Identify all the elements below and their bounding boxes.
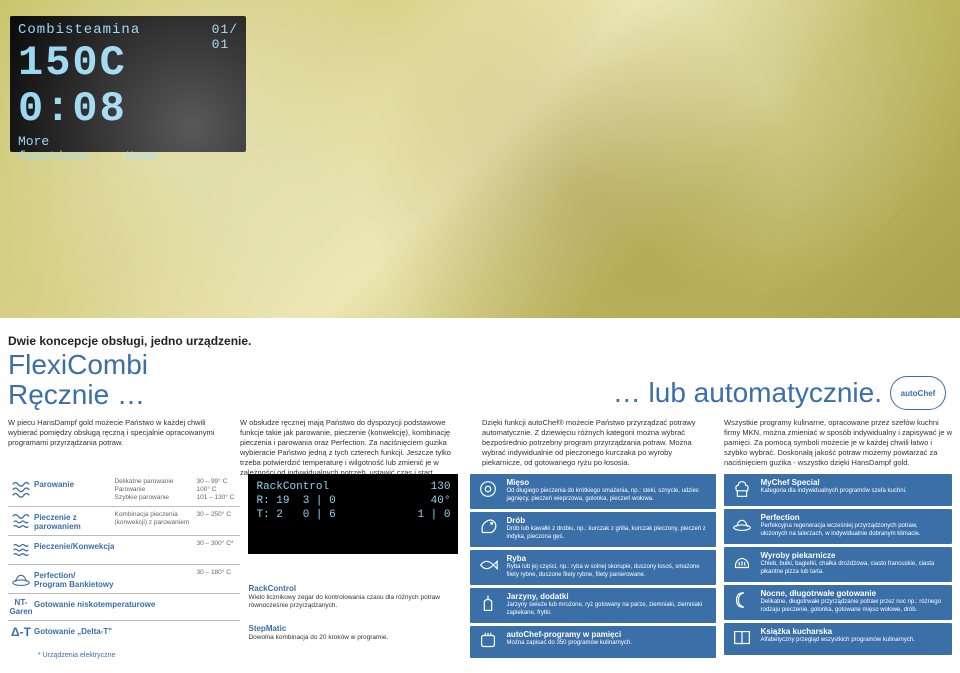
steam-icon (8, 478, 34, 498)
card-meat: MięsoOd długiego pieczenia do krótkiego … (470, 474, 716, 509)
card-desc: Jarzyny świeże lub mrożone, ryż gotowany… (506, 602, 710, 617)
lcd-mode: Combisteamina (18, 22, 140, 38)
mode-row-combi: Pieczenie z parowaniem Kombinacja piecze… (8, 506, 240, 535)
card-title: Mięso (506, 478, 710, 487)
card-desc: Delikatne, długotrwałe przyrządzanie pot… (760, 599, 946, 614)
nt-garen-icon: NT-Garen (8, 598, 34, 616)
card-title: Książka kucharska (760, 627, 946, 636)
mode-row-perfection: Perfection/ Program Bankietowy 30 – 180°… (8, 564, 240, 593)
autochef-logo: autoChef (890, 376, 946, 410)
stepmatic-title: StepMatic (248, 624, 462, 633)
lcd-home: Home (126, 149, 157, 164)
mode-detail: Kombinacja pieczenia (konwekcji) z parow… (114, 511, 196, 527)
convection-icon (8, 540, 34, 560)
modes-list: Parowanie Delikatne parowanie Parowanie … (8, 474, 240, 661)
card-bread: Wyroby piekarniczeChleb, bułki, bagietki… (724, 547, 952, 582)
card-desc: Kategoria dla indywidualnych programów s… (760, 488, 946, 496)
lcd-counter: 01/ 01 (212, 22, 238, 52)
bread-icon (730, 551, 754, 573)
intro-para-1: W piecu HansDampf gold możecie Państwo w… (8, 418, 226, 478)
mode-label: Gotowanie „Delta-T" (34, 625, 240, 636)
card-poultry: DróbDrób lub kawałki z drobiu, np.: kurc… (470, 512, 716, 547)
card-title: MyChef Special (760, 478, 946, 487)
book-icon (730, 627, 754, 649)
cards-col3: MięsoOd długiego pieczenia do krótkiego … (470, 474, 716, 661)
intro-columns: W piecu HansDampf gold możecie Państwo w… (8, 418, 952, 478)
intro-para-3: Dzięki funkcji autoChef® możecie Państwo… (482, 418, 710, 478)
card-desc: Od długiego pieczenia do krótkiego smaże… (506, 488, 710, 503)
mode-label: Gotowanie niskotemperaturowe (34, 598, 240, 609)
moon-icon (730, 589, 754, 611)
perfection-icon (8, 569, 34, 589)
mode-row-convection: Pieczenie/Konwekcja 30 – 300° C* (8, 535, 240, 564)
oven-lcd: Combisteamina 01/ 01 150C 0:08 More func… (10, 16, 246, 152)
cards-col4: MyChef SpecialKategoria dla indywidualny… (724, 474, 952, 661)
modes-footnote: * Urządzenia elektryczne (38, 652, 240, 659)
mode-row-parowanie: Parowanie Delikatne parowanie Parowanie … (8, 474, 240, 506)
card-veg: Jarzyny, dodatkiJarzyny świeże lub mrożo… (470, 588, 716, 623)
page-subtitle: Dwie koncepcje obsługi, jedno urządzenie… (8, 334, 952, 348)
card-memory: autoChef-programy w pamięciMożna zapisać… (470, 626, 716, 658)
memory-icon (476, 630, 500, 652)
card-fish: RybaRyba lub jej części, np.: ryba w sol… (470, 550, 716, 585)
stepmatic-desc: Dowolna kombinacja do 20 kroków w progra… (248, 634, 462, 642)
combi-icon (8, 511, 34, 531)
mode-temp: 30 – 180° C (196, 569, 240, 577)
card-plate: PerfectionPerfekcyjna regeneracja wcześn… (724, 509, 952, 544)
rack-lcd: RackControl130 R: 19 3 | 040° T: 2 0 | 6… (248, 474, 458, 554)
veg-icon (476, 592, 500, 614)
chef-icon (730, 478, 754, 500)
fish-icon (476, 554, 500, 576)
meat-icon (476, 478, 500, 500)
title-right: … lub automatycznie. (613, 377, 882, 409)
card-desc: Perfekcyjna regeneracja wcześniej przyrz… (760, 523, 946, 538)
poultry-icon (476, 516, 500, 538)
card-desc: Drób lub kawałki z drobiu, np.: kurczak … (506, 526, 710, 541)
title-left: FlexiCombi Ręcznie … (8, 350, 148, 410)
card-title: Ryba (506, 554, 710, 563)
card-desc: Można zapisać do 350 programów kulinarny… (506, 640, 710, 648)
mode-label: Pieczenie z parowaniem (34, 511, 114, 531)
intro-para-2: W obsłudze ręcznej mają Państwo do dyspo… (240, 418, 468, 478)
card-chef: MyChef SpecialKategoria dla indywidualny… (724, 474, 952, 506)
mode-temp: 30 – 300° C* (196, 540, 240, 548)
card-moon: Nocne, długotrwałe gotowanieDelikatne, d… (724, 585, 952, 620)
card-title: Jarzyny, dodatki (506, 592, 710, 601)
rackcontrol-title: RackControl (248, 584, 462, 593)
card-desc: Chleb, bułki, bagietki, chałka drożdżowa… (760, 561, 946, 576)
delta-t-icon: Δ-T (8, 625, 34, 639)
mode-label: Pieczenie/Konwekcja (34, 540, 114, 551)
intro-para-4: Wszystkie programy kulinarne, opracowane… (724, 418, 952, 478)
hero-photo: Combisteamina 01/ 01 150C 0:08 More func… (0, 0, 960, 318)
mode-temp: 30 – 250° C (196, 511, 240, 519)
card-title: autoChef-programy w pamięci (506, 630, 710, 639)
card-book: Książka kucharskaAlfabetyczny przegląd w… (724, 623, 952, 655)
card-title: Perfection (760, 513, 946, 522)
card-desc: Ryba lub jej części, np.: ryba w solnej … (506, 564, 710, 579)
mode-label: Perfection/ Program Bankietowy (34, 569, 114, 589)
card-desc: Alfabetyczny przegląd wszystkich program… (760, 637, 946, 645)
card-title: Nocne, długotrwałe gotowanie (760, 589, 946, 598)
mode-row-nt: NT-Garen Gotowanie niskotemperaturowe (8, 593, 240, 620)
mode-temp: 30 – 99° C 100° C 101 – 130° C (196, 478, 240, 502)
mode-row-deltat: Δ-T Gotowanie „Delta-T" (8, 620, 240, 646)
mode-detail: Delikatne parowanie Parowanie Szybkie pa… (114, 478, 196, 502)
lcd-more: More functions (18, 134, 88, 164)
rackcontrol-desc: Wielo licznikowy zegar do kontrolowania … (248, 594, 462, 610)
card-title: Wyroby piekarnicze (760, 551, 946, 560)
plate-icon (730, 513, 754, 535)
card-title: Drób (506, 516, 710, 525)
rack-column: RackControl130 R: 19 3 | 040° T: 2 0 | 6… (248, 474, 462, 661)
lcd-temp-time: 150C 0:08 (18, 40, 238, 132)
mode-label: Parowanie (34, 478, 114, 489)
